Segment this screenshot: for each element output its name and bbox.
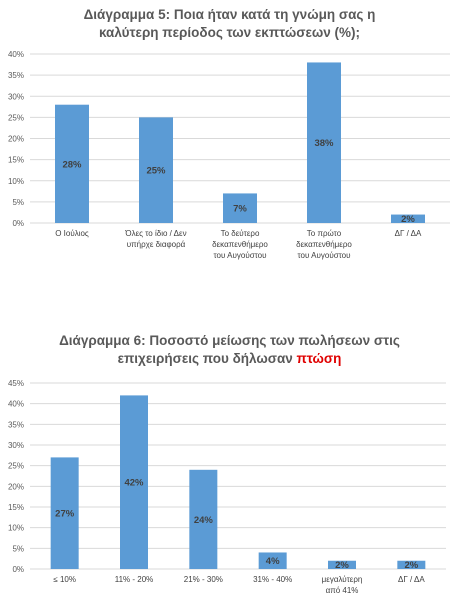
bar bbox=[120, 395, 148, 569]
chart-6-plot: 0% 5% 10% 15% 20% 25% 30% 35% 40% 45% 27% ≤ 10% 42% 1… bbox=[8, 379, 446, 595]
bar bbox=[50, 457, 79, 569]
y-tick-label: 35% bbox=[8, 71, 24, 80]
chart-5-title-line-1: Διάγραμμα 5: Ποια ήταν κατά τη γνώμη σας… bbox=[83, 7, 376, 22]
data-label: 28% bbox=[62, 159, 82, 170]
bar bbox=[139, 117, 173, 223]
category-label: ΔΓ / ΔΑ bbox=[398, 575, 425, 584]
category-label-line: του Αυγούστου bbox=[298, 251, 351, 260]
bar bbox=[223, 193, 257, 223]
category-label-line: Όλες το ίδιο / Δεν bbox=[124, 229, 186, 238]
y-tick-label: 30% bbox=[8, 441, 24, 450]
category-label: Το δεύτερο δεκαπενθήμερο του Αυγούστου bbox=[212, 229, 268, 260]
y-tick-label: 15% bbox=[8, 156, 24, 165]
category-label: 21% - 30% bbox=[184, 575, 223, 584]
chart-5-title-line-2: καλύτερη περίοδος των εκπτώσεων (%); bbox=[98, 25, 361, 40]
category-label: 31% - 40% bbox=[253, 575, 292, 584]
category-label-line: από 41% bbox=[326, 586, 359, 595]
y-tick-label: 15% bbox=[8, 503, 24, 512]
y-tick-label: 20% bbox=[8, 135, 24, 144]
data-label: 4% bbox=[266, 556, 280, 567]
category-label: ≤ 10% bbox=[53, 575, 76, 584]
y-tick-label: 25% bbox=[8, 462, 24, 471]
y-tick-label: 0% bbox=[12, 565, 24, 574]
category-label: Όλες το ίδιο / Δεν υπήρχε διαφορά bbox=[124, 229, 186, 249]
chart-5-plot: 0% 5% 10% 15% 20% 25% 30% 35% 40% 28% Ο Ιούλιος 25%… bbox=[8, 50, 450, 260]
y-tick-label: 40% bbox=[8, 50, 24, 59]
category-label-line: 21% - 30% bbox=[184, 575, 223, 584]
chart-5-title: Διάγραμμα 5: Ποια ήταν κατά τη γνώμη σας… bbox=[0, 6, 459, 42]
category-label-line: του Αυγούστου bbox=[214, 251, 267, 260]
category-label-line: υπήρχε διαφορά bbox=[127, 240, 186, 249]
category-label: ΔΓ / ΔΑ bbox=[395, 229, 422, 238]
data-label: 2% bbox=[404, 560, 418, 571]
chart-6-title-line-1: Διάγραμμα 6: Ποσοστό μείωσης των πωλήσεω… bbox=[59, 333, 400, 348]
bar bbox=[307, 62, 341, 224]
category-label: 11% - 20% bbox=[115, 575, 154, 584]
category-label-line: δεκαπενθήμερο bbox=[296, 240, 352, 249]
y-tick-label: 25% bbox=[8, 113, 24, 122]
y-tick-label: 5% bbox=[12, 198, 24, 207]
data-label: 24% bbox=[194, 515, 214, 526]
chart-6-title-line-2: επιχειρήσεις που δήλωσαν πτώση bbox=[0, 350, 459, 368]
category-label: Ο Ιούλιος bbox=[55, 229, 89, 238]
bar bbox=[328, 560, 356, 569]
category-label-line: 11% - 20% bbox=[115, 575, 154, 584]
category-label: Το πρώτο δεκαπενθήμερο του Αυγούστου bbox=[296, 229, 352, 260]
category-label-line: μεγαλύτερη bbox=[322, 575, 363, 584]
data-label: 2% bbox=[335, 560, 349, 571]
bar bbox=[55, 104, 89, 223]
bar bbox=[189, 469, 218, 569]
chart-6-title-line-2-text: επιχειρήσεις που δήλωσαν bbox=[117, 351, 297, 366]
bar bbox=[391, 214, 425, 223]
data-label: 7% bbox=[233, 204, 247, 215]
category-label-line: Το δεύτερο bbox=[221, 229, 260, 238]
chart-6: Διάγραμμα 6: Ποσοστό μείωσης των πωλήσεω… bbox=[0, 326, 459, 604]
data-label: 27% bbox=[55, 509, 75, 520]
category-label-line: 31% - 40% bbox=[253, 575, 292, 584]
y-tick-label: 35% bbox=[8, 420, 24, 429]
category-label-line: ΔΓ / ΔΑ bbox=[398, 575, 425, 584]
category-label-line: ΔΓ / ΔΑ bbox=[395, 229, 422, 238]
y-tick-label: 10% bbox=[8, 524, 24, 533]
y-tick-label: 45% bbox=[8, 379, 24, 388]
category-label-line: δεκαπενθήμερο bbox=[212, 240, 268, 249]
y-tick-label: 20% bbox=[8, 482, 24, 491]
bar bbox=[397, 560, 426, 569]
category-label-line: ≤ 10% bbox=[53, 575, 76, 584]
chart-6-title-highlight: πτώση bbox=[296, 351, 342, 366]
category-label-line: Το πρώτο bbox=[307, 229, 342, 238]
bar bbox=[258, 552, 287, 569]
data-label: 38% bbox=[314, 138, 334, 149]
data-label: 42% bbox=[124, 478, 144, 489]
category-label: μεγαλύτερη από 41% bbox=[322, 575, 363, 595]
data-label: 25% bbox=[146, 166, 166, 177]
data-label: 2% bbox=[401, 214, 415, 225]
chart-6-title: Διάγραμμα 6: Ποσοστό μείωσης των πωλήσεω… bbox=[0, 332, 459, 368]
y-tick-label: 30% bbox=[8, 92, 24, 101]
y-tick-label: 10% bbox=[8, 177, 24, 186]
category-label-line: Ο Ιούλιος bbox=[55, 229, 89, 238]
y-tick-label: 5% bbox=[12, 544, 24, 553]
y-tick-label: 0% bbox=[12, 219, 24, 228]
chart-5: Διάγραμμα 5: Ποια ήταν κατά τη γνώμη σας… bbox=[0, 0, 459, 290]
y-tick-label: 40% bbox=[8, 400, 24, 409]
